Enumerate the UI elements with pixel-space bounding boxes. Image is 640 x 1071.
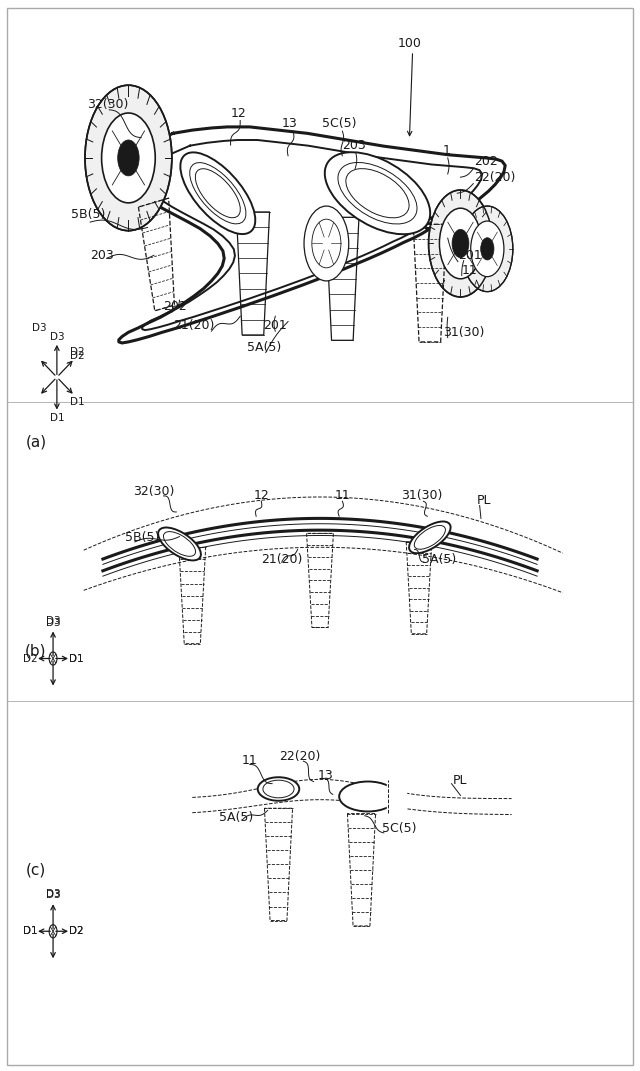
- Text: 11: 11: [335, 489, 350, 502]
- Text: 32(30): 32(30): [133, 485, 175, 498]
- Circle shape: [462, 206, 513, 291]
- Text: 31(30): 31(30): [401, 489, 443, 502]
- Ellipse shape: [414, 526, 445, 549]
- Text: D2: D2: [70, 351, 84, 361]
- Text: 203: 203: [90, 248, 114, 261]
- Text: (a): (a): [25, 435, 46, 450]
- Text: D3: D3: [49, 332, 64, 342]
- Text: 12: 12: [231, 106, 247, 120]
- Ellipse shape: [346, 168, 409, 217]
- Circle shape: [304, 206, 349, 281]
- Text: 21(20): 21(20): [261, 553, 302, 565]
- Text: 5C(5): 5C(5): [322, 117, 356, 131]
- Ellipse shape: [339, 782, 397, 812]
- Text: 5B(5): 5B(5): [71, 208, 106, 221]
- Ellipse shape: [163, 531, 196, 556]
- Text: 203: 203: [342, 138, 365, 152]
- Text: 13: 13: [317, 769, 333, 782]
- Text: 21(20): 21(20): [173, 319, 214, 332]
- Text: 13: 13: [282, 117, 297, 131]
- Circle shape: [440, 208, 481, 278]
- Circle shape: [429, 190, 492, 297]
- Text: 5A(5): 5A(5): [422, 553, 456, 565]
- Text: 202: 202: [164, 300, 188, 313]
- Ellipse shape: [324, 152, 430, 235]
- Text: 31(30): 31(30): [444, 326, 484, 338]
- Text: 5A(5): 5A(5): [246, 341, 281, 353]
- Text: D2: D2: [69, 926, 84, 936]
- Text: 22(20): 22(20): [474, 170, 516, 184]
- Text: D3: D3: [45, 889, 60, 899]
- Text: 5B(5): 5B(5): [125, 531, 159, 544]
- Ellipse shape: [195, 169, 240, 217]
- Ellipse shape: [158, 528, 201, 560]
- Text: (c): (c): [26, 863, 46, 878]
- Text: D2: D2: [22, 653, 37, 664]
- Text: 5A(5): 5A(5): [219, 812, 253, 825]
- Text: D3: D3: [32, 322, 46, 333]
- Text: 32(30): 32(30): [88, 97, 129, 111]
- Ellipse shape: [258, 778, 300, 801]
- Circle shape: [470, 221, 504, 276]
- Text: D2: D2: [69, 926, 84, 936]
- Circle shape: [118, 140, 139, 176]
- Text: 201: 201: [458, 248, 482, 261]
- Text: D3: D3: [45, 616, 60, 627]
- Text: D1: D1: [69, 653, 84, 664]
- Text: D3: D3: [45, 618, 60, 628]
- Text: 11: 11: [462, 263, 477, 276]
- Text: 202: 202: [474, 154, 499, 168]
- Ellipse shape: [189, 163, 246, 224]
- Text: D2: D2: [70, 347, 84, 358]
- Ellipse shape: [180, 152, 255, 235]
- Circle shape: [452, 229, 469, 258]
- Text: 11: 11: [242, 754, 258, 767]
- Text: 22(20): 22(20): [279, 751, 320, 764]
- Text: 1: 1: [442, 144, 451, 157]
- Text: PL: PL: [477, 494, 492, 507]
- Ellipse shape: [263, 780, 294, 798]
- Circle shape: [85, 86, 172, 230]
- Text: 12: 12: [253, 489, 269, 502]
- Circle shape: [481, 238, 494, 260]
- Text: D1: D1: [22, 926, 37, 936]
- Text: D1: D1: [69, 653, 84, 664]
- Ellipse shape: [409, 522, 451, 554]
- Ellipse shape: [338, 163, 417, 224]
- Circle shape: [102, 114, 156, 202]
- Text: D1: D1: [70, 397, 84, 407]
- Text: (b): (b): [25, 644, 47, 659]
- Text: 201: 201: [264, 319, 287, 332]
- Text: D3: D3: [45, 890, 60, 901]
- Text: 5C(5): 5C(5): [382, 823, 417, 835]
- Text: 100: 100: [397, 37, 421, 50]
- Text: D1: D1: [22, 926, 37, 936]
- Text: D1: D1: [49, 412, 64, 423]
- Text: PL: PL: [453, 774, 468, 787]
